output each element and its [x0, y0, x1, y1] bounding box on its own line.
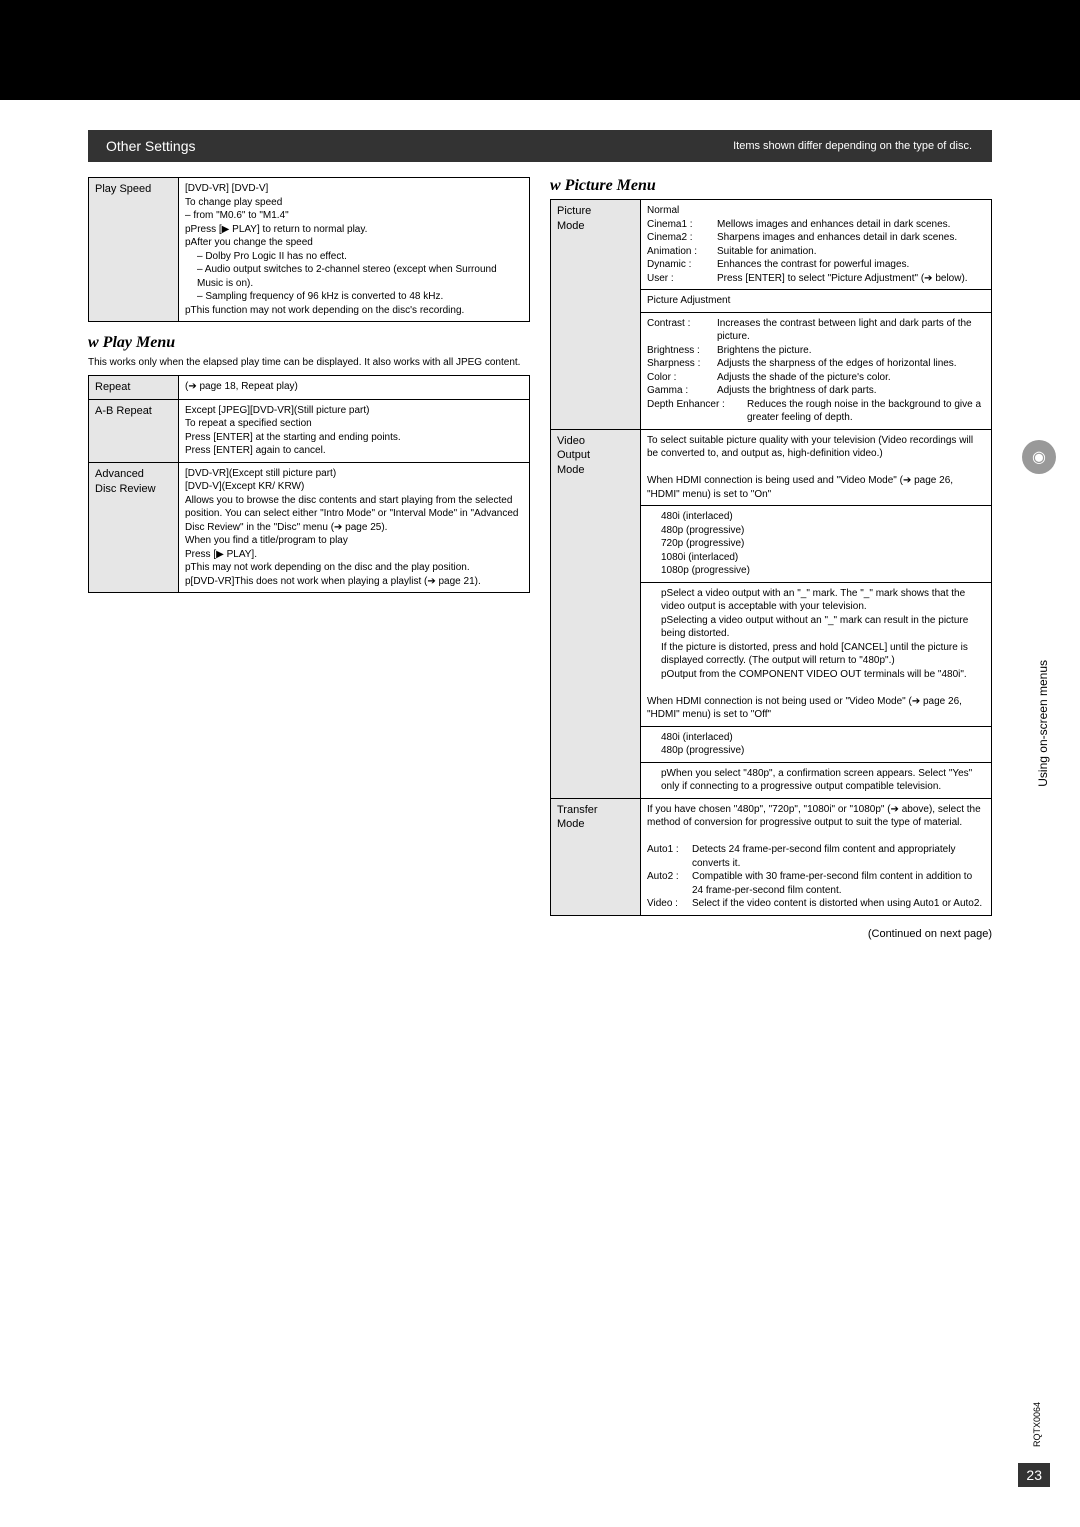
- picmode-desc: Normal Cinema1 :Mellows images and enhan…: [641, 200, 992, 430]
- picmode-label: Picture Mode: [551, 200, 641, 430]
- ab-repeat-desc: Except [JPEG][DVD-VR](Still picture part…: [179, 399, 530, 462]
- play-menu-table: Repeat (➔ page 18, Repeat play) A-B Repe…: [88, 375, 530, 593]
- repeat-label: Repeat: [89, 376, 179, 400]
- play-menu-sub: This works only when the elapsed play ti…: [88, 356, 530, 369]
- play-speed-label: Play Speed: [89, 178, 179, 322]
- page-number: 23: [1018, 1463, 1050, 1487]
- adv-desc: [DVD-VR](Except still picture part) [DVD…: [179, 462, 530, 593]
- footer-code: RQTX0064: [1032, 1402, 1042, 1447]
- continued-note: (Continued on next page): [0, 928, 992, 940]
- videomode-desc: To select suitable picture quality with …: [641, 429, 992, 798]
- play-speed-desc: [DVD-VR] [DVD-V] To change play speed – …: [179, 178, 530, 322]
- play-speed-table: Play Speed [DVD-VR] [DVD-V] To change pl…: [88, 177, 530, 322]
- adv-label: Advanced Disc Review: [89, 462, 179, 593]
- section-header: Other Settings Items shown differ depend…: [88, 130, 992, 162]
- picture-menu-table: Picture Mode Normal Cinema1 :Mellows ima…: [550, 199, 992, 916]
- transfer-label: Transfer Mode: [551, 798, 641, 915]
- ab-repeat-label: A-B Repeat: [89, 399, 179, 462]
- transfer-desc: If you have chosen "480p", "720p", "1080…: [641, 798, 992, 915]
- videomode-label: Video Output Mode: [551, 429, 641, 798]
- header-left: Other Settings: [106, 138, 196, 154]
- left-column: Play Speed [DVD-VR] [DVD-V] To change pl…: [88, 177, 530, 916]
- disc-icon: ◉: [1022, 440, 1056, 474]
- right-column: w Picture Menu Picture Mode Normal Cinem…: [550, 177, 992, 916]
- side-tab-text: Using on-screen menus: [1036, 660, 1050, 787]
- header-black: [0, 0, 1080, 100]
- play-menu-title: w Play Menu: [88, 334, 530, 352]
- header-right: Items shown differ depending on the type…: [733, 140, 972, 152]
- repeat-text: (➔ page 18, Repeat play): [179, 376, 530, 400]
- picture-menu-title: w Picture Menu: [550, 177, 992, 195]
